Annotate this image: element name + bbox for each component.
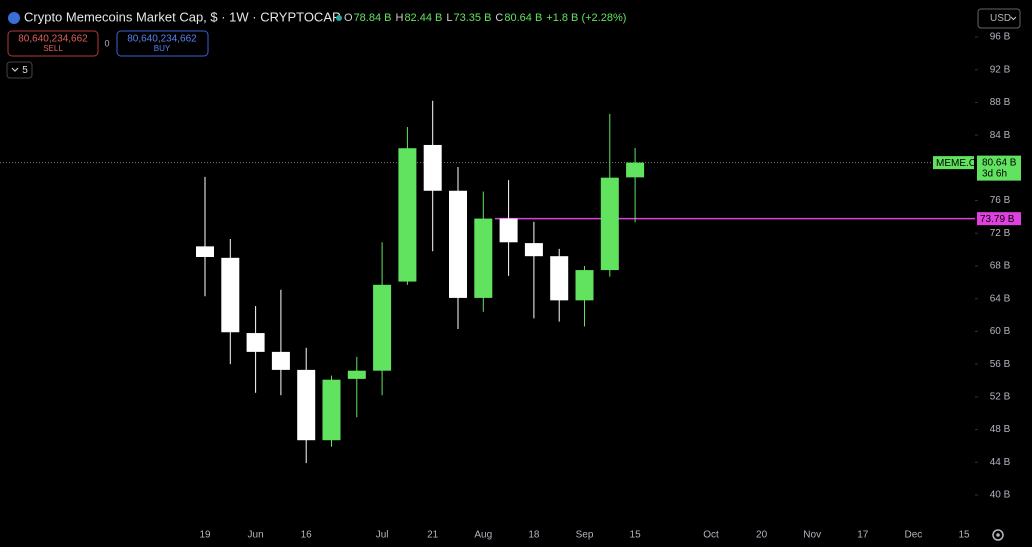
candle-body	[221, 257, 240, 333]
spread: 0	[104, 38, 109, 48]
candle-body	[196, 246, 214, 258]
y-tick-label: 84 B	[990, 130, 1011, 141]
countdown: 3d 6h	[982, 168, 1007, 179]
dropdown-icon	[1010, 16, 1017, 21]
x-tick-label: Aug	[474, 530, 492, 541]
x-tick-label: Nov	[803, 530, 821, 541]
candle-body	[600, 177, 619, 271]
candle-body	[271, 351, 290, 370]
price-label: 80.64 B	[982, 157, 1017, 168]
sell-label: SELL	[43, 44, 63, 53]
y-tick-label: 56 B	[990, 359, 1011, 370]
x-tick-label: 15	[630, 530, 642, 541]
candle-body	[474, 218, 493, 298]
ohlc-legend: O 78.84 B H 82.44 B L 73.35 B C 80.64 B +1.8 B (…	[344, 12, 626, 24]
currency: USD	[990, 13, 1011, 24]
candle-body	[246, 333, 265, 352]
legend-value: 82.44 B	[404, 12, 442, 24]
y-tick-label: 68 B	[990, 261, 1011, 272]
x-tick-label: Sep	[576, 530, 594, 541]
candle-body	[373, 284, 392, 371]
symbol-label: MEME.C	[936, 158, 976, 169]
legend-value: 80.64 B	[504, 12, 542, 24]
candle-body	[524, 243, 543, 257]
price-tag	[977, 155, 1021, 181]
candle-body	[449, 190, 467, 298]
candle-body	[398, 148, 417, 282]
candle-body	[626, 162, 645, 178]
buy-button[interactable]	[116, 30, 209, 57]
x-tick-label: Jul	[376, 530, 389, 541]
y-tick-label: 92 B	[990, 64, 1011, 75]
legend-value: 73.35 B	[453, 12, 491, 24]
x-tick-label: Jun	[248, 530, 264, 541]
y-tick-label: 60 B	[990, 326, 1011, 337]
x-tick-label: Oct	[703, 530, 719, 541]
sell-button[interactable]	[7, 30, 99, 57]
currency-select[interactable]	[977, 8, 1021, 29]
y-tick-label: 40 B	[990, 490, 1011, 501]
sell-price: 80,640,234,662	[18, 34, 88, 45]
x-tick-label: 17	[857, 530, 869, 541]
candle-body	[550, 256, 569, 301]
alert-label: 73.79 B	[980, 214, 1015, 225]
plot-area: 40 B 44 B 48 B 52 B 56 B 60 B 64 B 68 B 72 B 76 B…	[0, 32, 1021, 541]
x-tick-label: Dec	[905, 530, 923, 541]
legend-key: L	[446, 12, 452, 24]
candle-body	[575, 270, 594, 301]
y-tick-label: 76 B	[990, 195, 1011, 206]
legend-change: +1.8 B (+2.28%)	[546, 12, 626, 24]
symbol-tag	[933, 156, 974, 170]
status-dot	[336, 15, 342, 21]
indicators-toggle[interactable]	[6, 61, 33, 79]
x-tick-label: 19	[199, 530, 211, 541]
settings-icon-core	[996, 533, 1000, 537]
legend-key: O	[344, 12, 353, 24]
x-tick-label: 15	[958, 530, 970, 541]
candle-body	[347, 370, 366, 379]
settings-icon[interactable]	[992, 529, 1004, 541]
legend-value: 78.84 B	[354, 12, 392, 24]
y-tick-label: 64 B	[990, 293, 1011, 304]
x-tick-label: 18	[528, 530, 540, 541]
x-tick-label: 21	[427, 530, 439, 541]
legend-key: C	[495, 12, 503, 24]
alert-tag	[977, 212, 1021, 226]
chart-title: Crypto Memecoins Market Cap, $ · 1W · CR…	[24, 9, 341, 24]
candle-body	[297, 369, 316, 441]
y-tick-label: 88 B	[990, 97, 1011, 108]
legend-key: H	[395, 12, 403, 24]
y-tick-label: 48 B	[990, 424, 1011, 435]
y-tick-label: 44 B	[990, 457, 1011, 468]
y-tick-label: 52 B	[990, 392, 1011, 403]
x-tick-label: 20	[756, 530, 768, 541]
candle-body	[499, 218, 518, 243]
y-tick-label: 72 B	[990, 228, 1011, 239]
buy-price: 80,640,234,662	[127, 34, 197, 45]
y-tick-label: 96 B	[990, 32, 1011, 43]
symbol-icon	[8, 12, 20, 24]
candle-body	[423, 144, 442, 191]
x-tick-label: 16	[301, 530, 313, 541]
candle-body	[322, 379, 341, 441]
chevron-icon	[11, 67, 19, 72]
buy-label: BUY	[154, 44, 171, 53]
indicator-count: 5	[22, 65, 28, 76]
